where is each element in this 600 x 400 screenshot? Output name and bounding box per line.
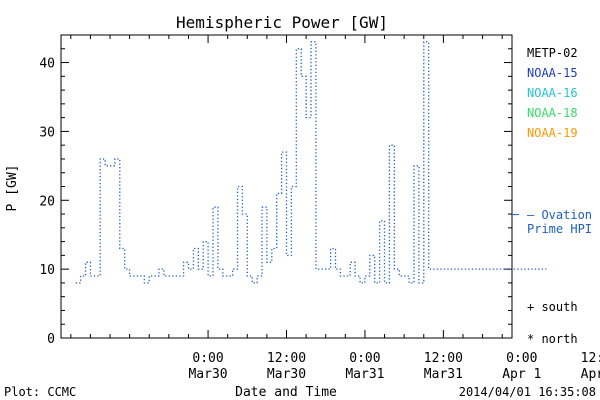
- x-tick-label-time: 12:00: [581, 351, 600, 366]
- x-tick-label-time: 0:00: [349, 351, 380, 366]
- y-tick-label: 40: [39, 57, 55, 72]
- ovation-label-line2: Prime HPI: [527, 222, 592, 236]
- x-tick-label-time: 12:00: [267, 351, 306, 366]
- x-axis-label: Date and Time: [235, 385, 337, 400]
- north-marker-legend: * north: [527, 332, 578, 346]
- legend: METP-02 NOAA-15 NOAA-16 NOAA-18 NOAA-19: [527, 46, 578, 140]
- legend-item: NOAA-15: [527, 66, 578, 80]
- legend-item: METP-02: [527, 46, 578, 60]
- x-tick-label-date: Mar30: [188, 367, 227, 382]
- ovation-label-line1: — Ovation: [527, 208, 592, 222]
- legend-item: NOAA-16: [527, 86, 578, 100]
- x-tick-label-date: Apr 1: [502, 367, 541, 382]
- legend-item: NOAA-19: [527, 126, 578, 140]
- x-tick-label-time: 12:00: [424, 351, 463, 366]
- footer-timestamp: 2014/04/01 16:35:08: [459, 385, 596, 399]
- x-tick-label-date: Mar31: [424, 367, 463, 382]
- ovation-hpi-series-line: [75, 41, 547, 284]
- legend-item: NOAA-18: [527, 106, 578, 120]
- x-axis: 0:00Mar3012:00Mar300:00Mar3112:00Mar310:…: [70, 35, 600, 382]
- south-marker-legend: + south: [527, 300, 578, 314]
- chart-title: Hemispheric Power [GW]: [176, 13, 388, 32]
- x-tick-label-date: Mar31: [345, 367, 384, 382]
- series-layer: [75, 41, 547, 284]
- y-tick-label: 0: [47, 332, 55, 347]
- y-axis: 0 10 20 30 40: [39, 34, 512, 347]
- x-tick-label-date: Mar30: [267, 367, 306, 382]
- x-tick-label-date: Apr 1: [581, 367, 600, 382]
- y-axis-label: P [GW]: [5, 165, 20, 212]
- y-tick-label: 30: [39, 125, 55, 140]
- x-tick-label-time: 0:00: [506, 351, 537, 366]
- y-tick-label: 20: [39, 194, 55, 209]
- y-tick-label: 10: [39, 263, 55, 278]
- footer-credit: Plot: CCMC: [4, 385, 76, 399]
- x-tick-label-time: 0:00: [192, 351, 223, 366]
